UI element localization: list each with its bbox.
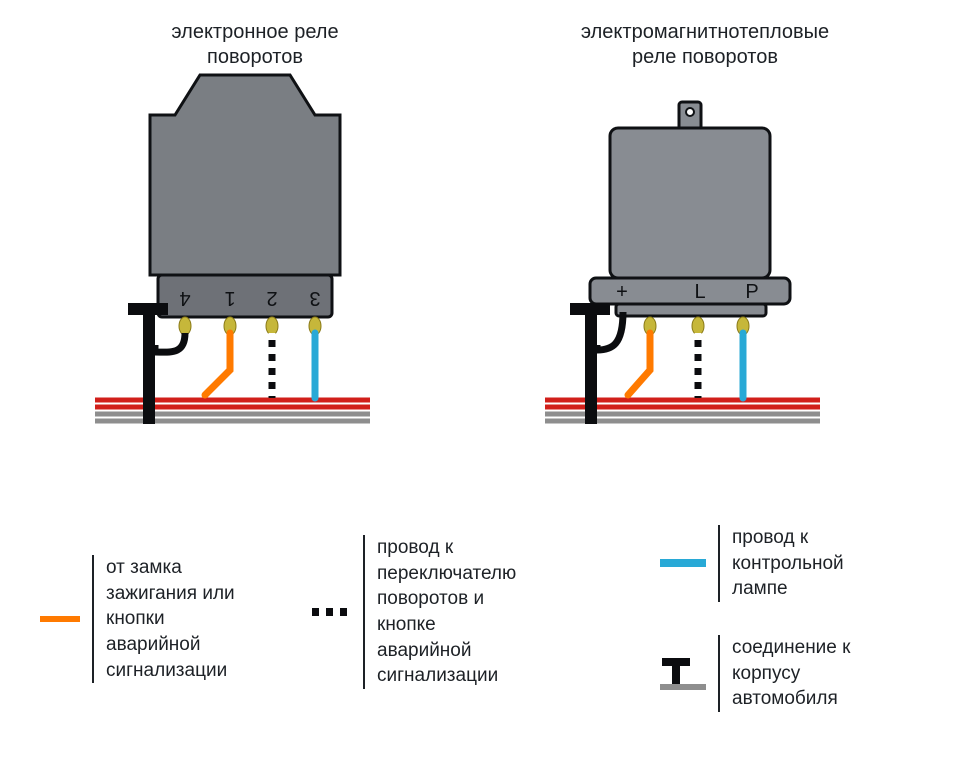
stripe-line-icon xyxy=(305,606,351,618)
legend-item-ground: соединение к корпусу автомобиля xyxy=(660,635,850,712)
svg-text:2: 2 xyxy=(266,287,277,309)
svg-text:P: P xyxy=(745,281,758,303)
legend-text-orange: от замка зажигания или кнопки аварийной … xyxy=(106,555,235,683)
right-relay-diagram: + L P xyxy=(470,0,870,470)
legend-item-cyan: провод к контрольной лампе xyxy=(660,525,844,602)
svg-text:4: 4 xyxy=(179,287,190,309)
svg-text:L: L xyxy=(694,281,705,303)
cyan-line-icon xyxy=(660,557,706,569)
legend-text-ground: соединение к корпусу автомобиля xyxy=(732,635,850,712)
left-relay-diagram: 4 1 2 3 xyxy=(40,0,440,470)
legend: от замка зажигания или кнопки аварийной … xyxy=(40,525,920,745)
svg-text:1: 1 xyxy=(224,287,235,309)
svg-text:+: + xyxy=(616,281,628,303)
legend-text-stripe: провод к переключателю поворотов и кнопк… xyxy=(377,535,516,689)
legend-text-cyan: провод к контрольной лампе xyxy=(732,525,844,602)
legend-item-orange: от замка зажигания или кнопки аварийной … xyxy=(40,555,235,683)
ground-tee-icon xyxy=(660,656,706,690)
svg-text:3: 3 xyxy=(309,287,320,309)
legend-item-stripe: провод к переключателю поворотов и кнопк… xyxy=(305,535,516,689)
orange-line-icon xyxy=(40,614,80,624)
